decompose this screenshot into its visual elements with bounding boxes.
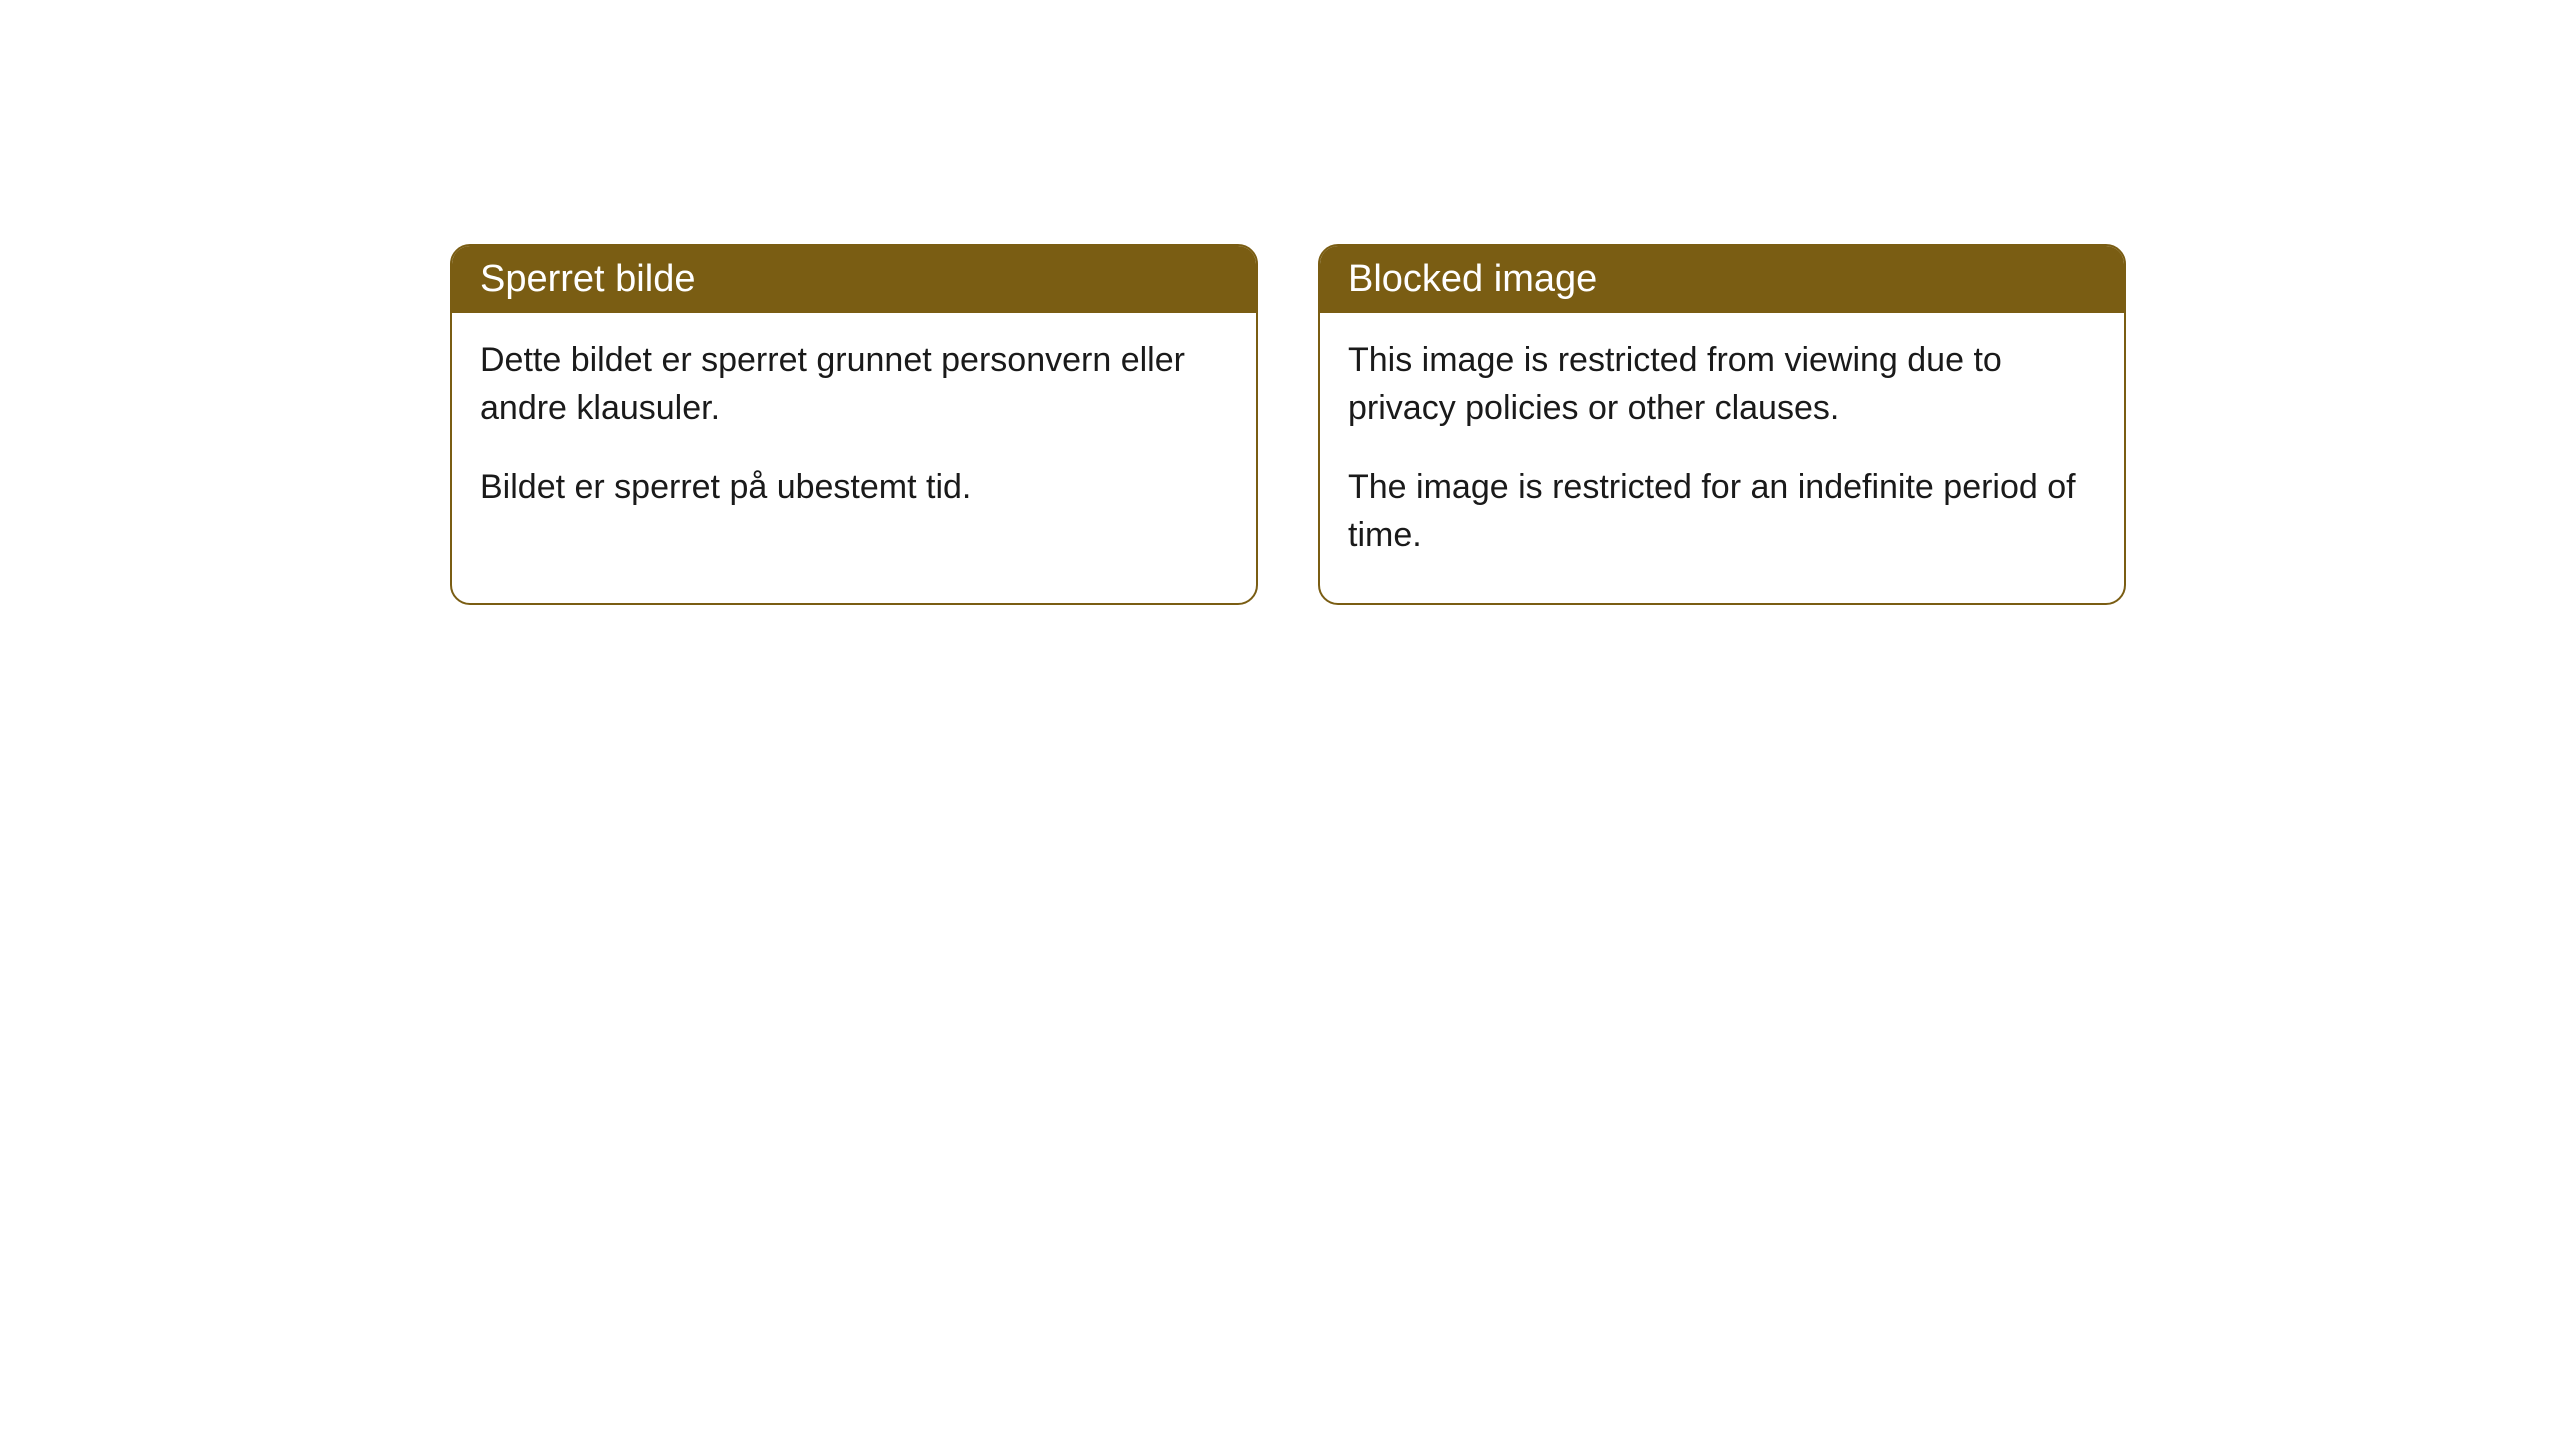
notice-card-english: Blocked image This image is restricted f… [1318,244,2126,605]
card-paragraph: The image is restricted for an indefinit… [1348,464,2096,559]
card-header: Sperret bilde [452,246,1256,313]
card-paragraph: Bildet er sperret på ubestemt tid. [480,464,1228,512]
card-header: Blocked image [1320,246,2124,313]
card-body: This image is restricted from viewing du… [1320,313,2124,603]
card-paragraph: This image is restricted from viewing du… [1348,337,2096,432]
card-paragraph: Dette bildet er sperret grunnet personve… [480,337,1228,432]
card-title: Sperret bilde [480,258,695,300]
notice-cards-container: Sperret bilde Dette bildet er sperret gr… [450,244,2560,605]
card-body: Dette bildet er sperret grunnet personve… [452,313,1256,556]
card-title: Blocked image [1348,258,1597,300]
notice-card-norwegian: Sperret bilde Dette bildet er sperret gr… [450,244,1258,605]
